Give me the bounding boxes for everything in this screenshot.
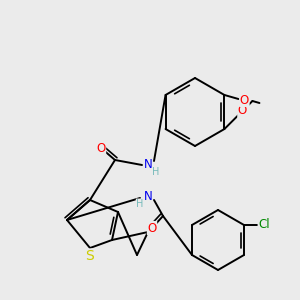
Text: N: N	[144, 190, 152, 202]
Text: Cl: Cl	[258, 218, 270, 232]
Text: O: O	[238, 104, 247, 118]
Text: O: O	[240, 94, 249, 106]
Text: O: O	[147, 221, 157, 235]
Text: N: N	[144, 158, 152, 172]
Text: S: S	[85, 249, 94, 263]
Text: H: H	[152, 167, 160, 177]
Text: H: H	[136, 199, 144, 209]
Text: O: O	[96, 142, 106, 154]
